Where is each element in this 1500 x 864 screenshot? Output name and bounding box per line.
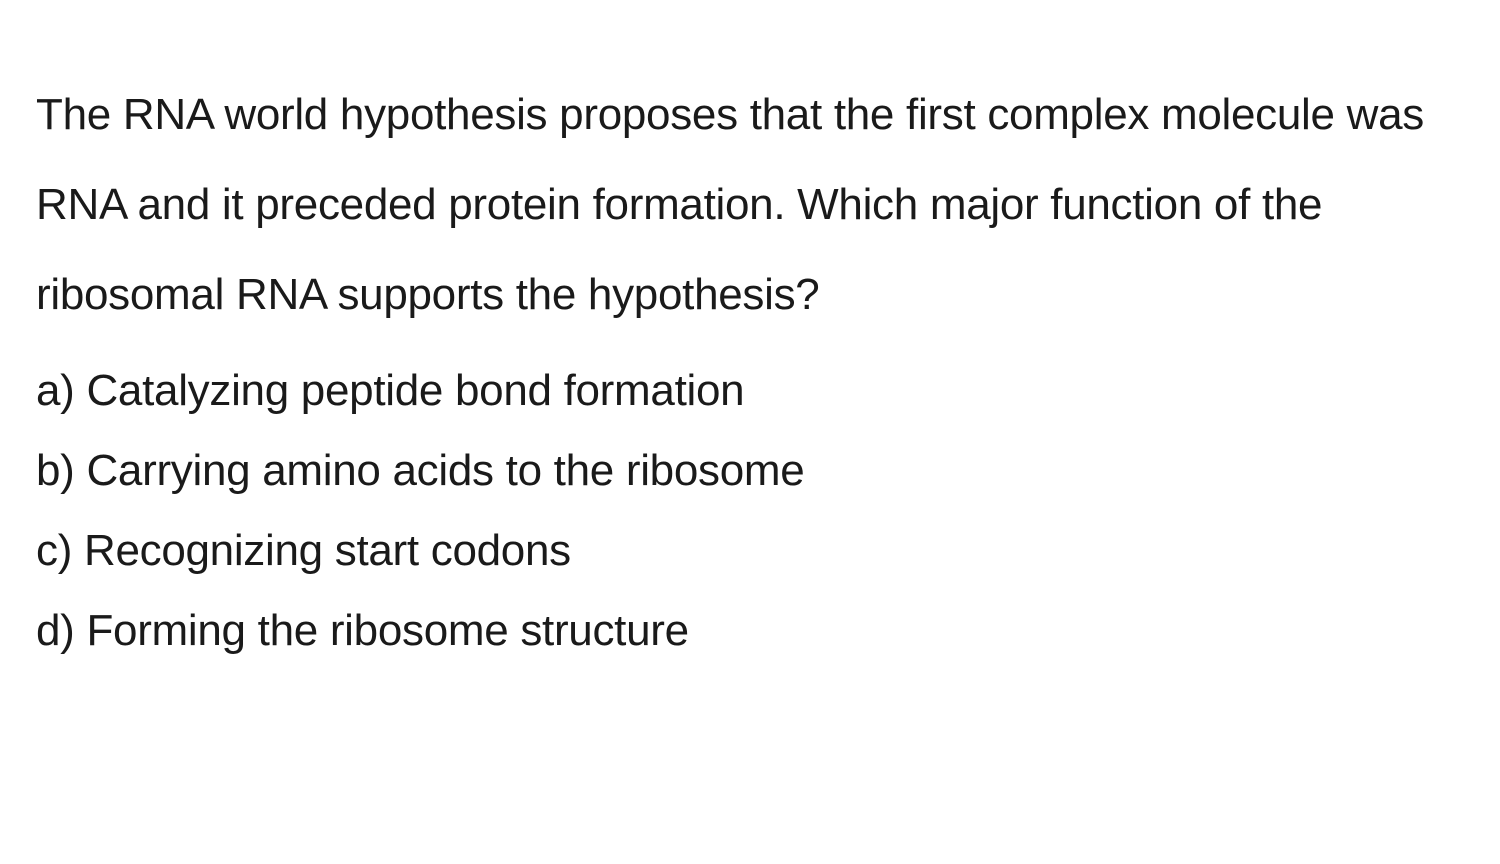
option-a: a) Catalyzing peptide bond formation — [36, 351, 1464, 431]
question-page: The RNA world hypothesis proposes that t… — [0, 0, 1500, 671]
option-d: d) Forming the ribosome structure — [36, 591, 1464, 671]
question-stem: The RNA world hypothesis proposes that t… — [36, 70, 1464, 341]
answer-options: a) Catalyzing peptide bond formation b) … — [36, 351, 1464, 671]
option-b: b) Carrying amino acids to the ribosome — [36, 431, 1464, 511]
option-c: c) Recognizing start codons — [36, 511, 1464, 591]
